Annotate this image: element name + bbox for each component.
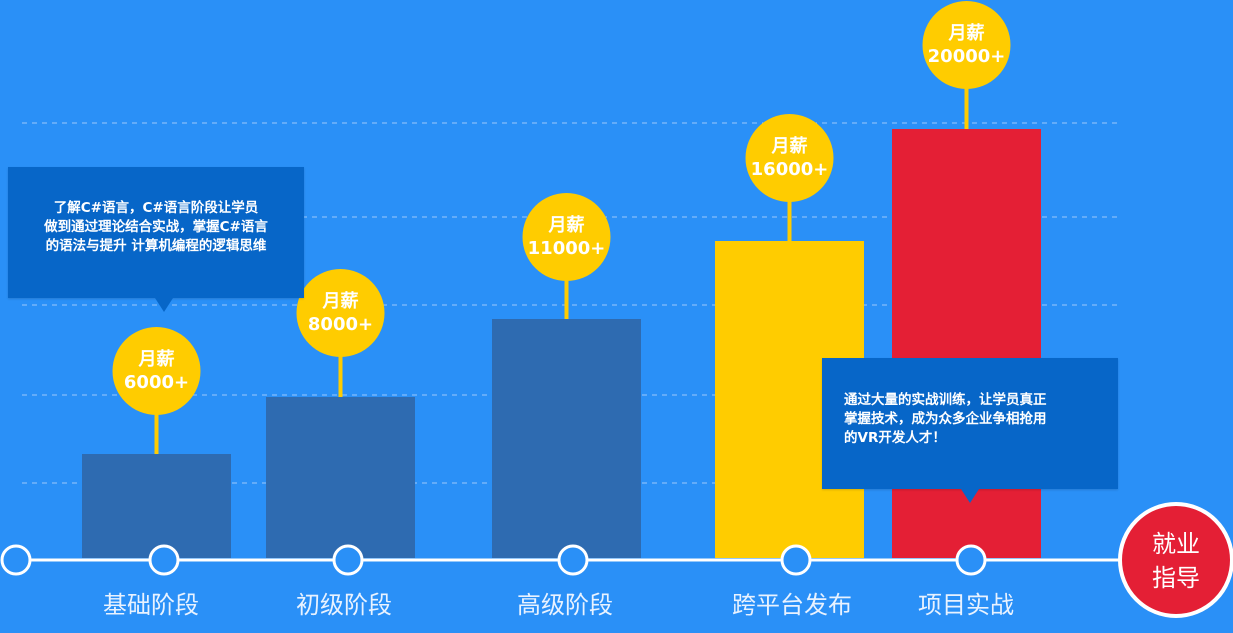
callout-pointer	[155, 298, 173, 312]
salary-bubble-2	[296, 269, 385, 357]
stage-label-2: 初级阶段	[296, 591, 392, 619]
callout-project-stage: 通过大量的实战训练，让学员真正 掌握技术，成为众多企业争相抢用 的VR开发人才！	[822, 358, 1118, 503]
salary-bubble-value: 6000+	[124, 372, 189, 393]
salary-bubble-label: 月薪	[322, 290, 359, 312]
timeline-node-1	[0, 544, 32, 576]
salary-bubble-1	[112, 327, 201, 415]
salary-bubble-value: 20000+	[928, 46, 1006, 67]
salary-bubble-label: 月薪	[771, 135, 808, 157]
timeline-node-2	[148, 544, 180, 576]
bar-1	[82, 454, 231, 558]
callout-project-line-3: 的VR开发人才！	[844, 430, 946, 446]
callout-pointer	[961, 489, 979, 503]
timeline-node-5	[780, 544, 812, 576]
salary-bubble-5	[922, 1, 1011, 89]
stage-label-1: 基础阶段	[103, 591, 199, 619]
employment-guidance-label-1: 就业	[1152, 530, 1200, 558]
salary-bubble-value: 16000+	[751, 159, 829, 180]
stage-label-4: 跨平台发布	[732, 591, 852, 619]
salary-bubble-label: 月薪	[548, 214, 585, 236]
bar-3	[492, 319, 641, 558]
callout-basic-line-1: 了解C#语言，C#语言阶段让学员	[53, 200, 259, 216]
bar-2	[266, 397, 415, 558]
salary-bubble-value: 11000+	[528, 238, 606, 259]
stage-label-5: 项目实战	[918, 591, 1014, 619]
employment-guidance-circle	[1118, 502, 1233, 618]
callout-basic-line-2: 做到通过理论结合实战，掌握C#语言	[44, 219, 268, 235]
salary-bubble-value: 8000+	[308, 314, 373, 335]
salary-bubble-4	[745, 114, 834, 202]
callout-project-line-1: 通过大量的实战训练，让学员真正	[844, 392, 1047, 408]
stage-label-3: 高级阶段	[517, 591, 613, 619]
salary-bubble-label: 月薪	[948, 22, 985, 44]
salary-bubble-label: 月薪	[138, 348, 175, 370]
callout-basic-line-3: 的语法与提升 计算机编程的逻辑思维	[45, 238, 267, 254]
salary-bubble-3	[522, 193, 611, 281]
callout-basic-stage: 了解C#语言，C#语言阶段让学员 做到通过理论结合实战，掌握C#语言 的语法与提…	[8, 167, 304, 312]
timeline-node-6	[955, 544, 987, 576]
employment-guidance-label-2: 指导	[1152, 564, 1200, 592]
timeline-node-4	[557, 544, 589, 576]
callout-project-line-2: 掌握技术，成为众多企业争相抢用	[844, 411, 1047, 427]
timeline-node-3	[332, 544, 364, 576]
